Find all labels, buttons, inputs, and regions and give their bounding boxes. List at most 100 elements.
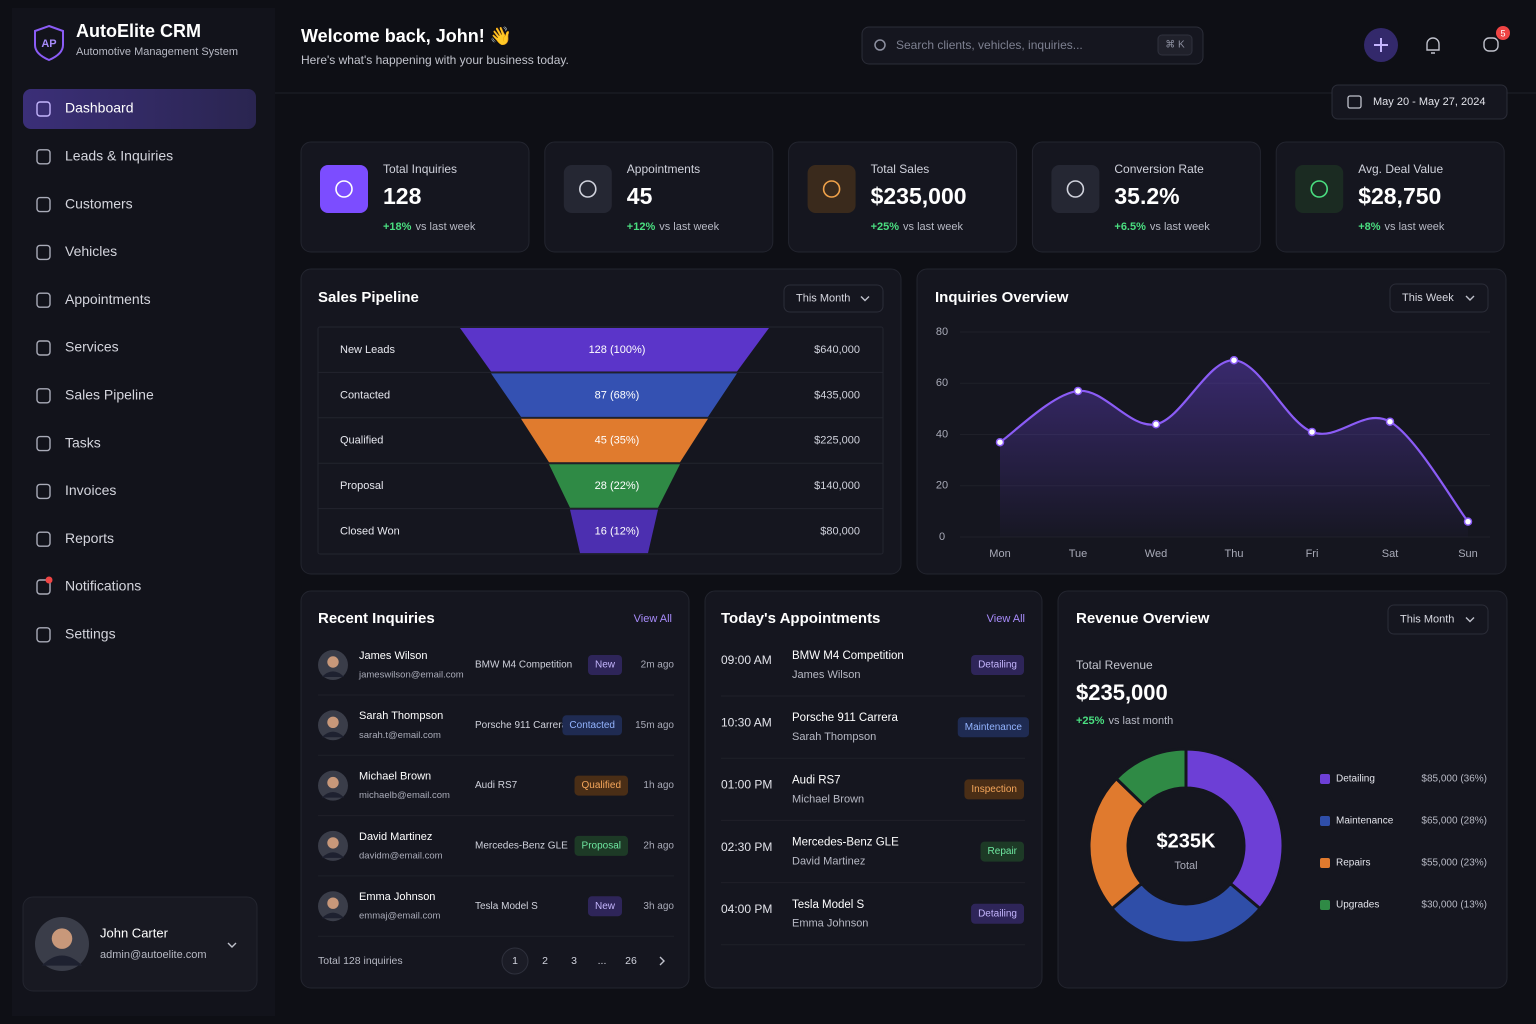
inquiry-email: sarah.t@email.com — [359, 730, 441, 741]
period-dropdown[interactable] — [1389, 283, 1489, 313]
stage-count: 28 (22%) — [595, 480, 640, 492]
view-all-link[interactable]: View All — [987, 613, 1025, 625]
calendar-icon — [1347, 95, 1362, 109]
period-label: This Month — [1400, 613, 1454, 625]
page-current-bg — [501, 947, 529, 975]
stage-count: 16 (12%) — [595, 526, 640, 538]
nav-item[interactable]: Reports — [65, 530, 114, 546]
bell-icon[interactable] — [1426, 37, 1440, 54]
nav-item[interactable]: Vehicles — [65, 243, 117, 259]
stage-count: 87 (68%) — [595, 389, 640, 401]
inquiry-time: 1h ago — [643, 780, 674, 791]
nav-item[interactable]: Leads & Inquiries — [65, 148, 173, 164]
period-label: This Week — [1402, 292, 1454, 304]
inquiry-time: 2m ago — [641, 660, 675, 671]
nav-item[interactable]: Appointments — [65, 291, 151, 307]
page-number[interactable]: 2 — [542, 955, 548, 967]
page-number[interactable]: 1 — [512, 955, 518, 967]
view-all-link[interactable]: View All — [634, 613, 672, 625]
shortcut: ⌘ K — [1165, 40, 1185, 51]
inquiry-vehicle: BMW M4 Competition — [475, 660, 572, 671]
next-page-icon[interactable] — [659, 956, 665, 966]
search-box[interactable] — [861, 26, 1204, 65]
nav-icon — [36, 435, 51, 452]
nav-icon — [36, 483, 51, 500]
kpi-value: 128 — [383, 183, 422, 209]
pipeline-table — [317, 326, 884, 555]
stage-name: New Leads — [340, 344, 396, 356]
line-point — [1229, 355, 1239, 365]
nav-icon — [36, 149, 51, 165]
page-number[interactable]: ... — [598, 955, 607, 967]
legend-value: $55,000 (23%) — [1421, 858, 1487, 869]
status-tag-bg — [562, 715, 622, 736]
service-tag-bg — [971, 655, 1024, 675]
appointment-customer: Emma Johnson — [792, 918, 868, 930]
kpi-icon-bg — [320, 165, 368, 213]
date-range-button[interactable] — [1331, 84, 1508, 120]
kpi-value: 35.2% — [1114, 183, 1179, 209]
kpi-icon — [1066, 180, 1085, 198]
legend-value: $65,000 (28%) — [1421, 816, 1487, 827]
kpi-change-note: vs last week — [415, 221, 475, 233]
nav-item[interactable]: Invoices — [65, 482, 116, 498]
nav-item[interactable]: Customers — [65, 195, 133, 211]
revenue-panel — [1057, 590, 1508, 989]
inquiries-total: Total 128 inquiries — [318, 955, 403, 967]
legend-label: Detailing — [1336, 774, 1375, 785]
funnel-stage — [521, 418, 708, 463]
status-tag: Contacted — [569, 720, 615, 731]
appointment-vehicle: Audi RS7 — [792, 774, 841, 786]
period-dropdown[interactable] — [783, 284, 884, 313]
stage-name: Qualified — [340, 435, 383, 447]
period-dropdown[interactable] — [1387, 604, 1489, 635]
kpi-change: +18% — [383, 221, 412, 233]
kpi-icon — [1310, 180, 1328, 198]
panel-title: Revenue Overview — [1076, 610, 1210, 627]
status-tag: New — [595, 660, 616, 671]
kpi-icon-bg — [1051, 165, 1100, 213]
kpi-change: +12% — [627, 221, 656, 233]
sidebar — [12, 8, 275, 1016]
appointment-vehicle: Tesla Model S — [792, 899, 865, 911]
kpi-icon — [578, 180, 597, 198]
nav-icon — [36, 531, 51, 547]
appointment-vehicle: BMW M4 Competition — [792, 650, 904, 662]
nav-item[interactable]: Dashboard — [65, 100, 134, 116]
stage-count: 45 (35%) — [595, 435, 640, 447]
inquiry-email: jameswilson@email.com — [358, 670, 464, 681]
nav-item[interactable]: Notifications — [65, 578, 141, 594]
appointment-time: 09:00 AM — [721, 653, 772, 667]
stage-name: Closed Won — [340, 526, 400, 538]
nav-icon — [36, 292, 51, 308]
inquiry-avatar-head — [327, 716, 339, 728]
x-tick-label: Thu — [1225, 548, 1244, 560]
stage-amount: $140,000 — [814, 480, 860, 492]
page-number[interactable]: 26 — [625, 955, 637, 967]
appointment-time: 02:30 PM — [721, 840, 772, 854]
kpi-icon-bg — [563, 165, 612, 213]
donut-center-value: $235K — [1157, 830, 1216, 852]
nav-item[interactable]: Tasks — [65, 434, 101, 450]
page-number[interactable]: 3 — [571, 955, 577, 967]
user-name: John Carter — [100, 925, 169, 940]
message-icon[interactable] — [1483, 37, 1499, 52]
appointments-panel — [704, 590, 1043, 989]
nav-item[interactable]: Services — [65, 339, 119, 355]
line-area — [1000, 360, 1468, 537]
search-icon — [874, 39, 886, 51]
inquiry-avatar-head — [327, 897, 339, 909]
date-range: May 20 - May 27, 2024 — [1373, 96, 1486, 108]
inquiry-avatar-body — [321, 791, 345, 798]
nav-item[interactable]: Settings — [65, 626, 116, 642]
user-card[interactable] — [22, 896, 258, 992]
chevron-icon — [1465, 295, 1475, 301]
chevron-icon — [227, 942, 237, 948]
kpi-icon-bg — [807, 165, 856, 213]
appointment-customer: David Martinez — [792, 856, 865, 868]
line-point — [1151, 420, 1161, 429]
stage-amount: $435,000 — [814, 389, 860, 401]
nav-item[interactable]: Sales Pipeline — [65, 387, 154, 403]
nav-active-bg[interactable] — [23, 89, 256, 129]
